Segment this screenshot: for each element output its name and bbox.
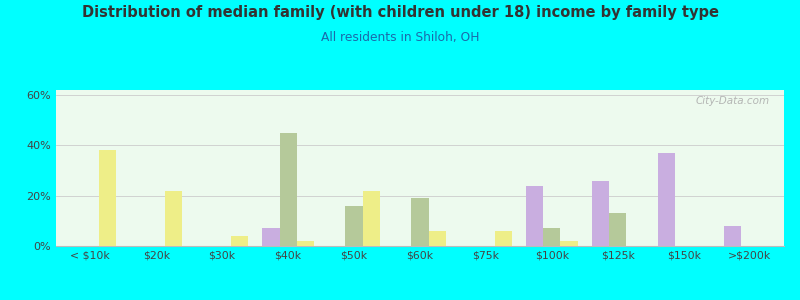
- Text: Distribution of median family (with children under 18) income by family type: Distribution of median family (with chil…: [82, 4, 718, 20]
- Bar: [494, 231, 512, 246]
- Bar: [610, 213, 626, 246]
- Bar: [658, 153, 675, 246]
- Bar: [230, 236, 248, 246]
- Bar: [262, 228, 279, 246]
- Bar: [346, 206, 362, 246]
- Bar: [561, 241, 578, 246]
- Bar: [526, 186, 543, 246]
- Bar: [592, 181, 610, 246]
- Text: City-Data.com: City-Data.com: [695, 96, 770, 106]
- Bar: [724, 226, 741, 246]
- Bar: [543, 228, 561, 246]
- Legend: Married couple, Male, no wife, Female, no husband: Married couple, Male, no wife, Female, n…: [218, 296, 622, 300]
- Bar: [297, 241, 314, 246]
- Bar: [99, 150, 116, 246]
- Bar: [429, 231, 446, 246]
- Bar: [165, 190, 182, 246]
- Bar: [279, 133, 297, 246]
- Bar: [411, 198, 429, 246]
- Text: All residents in Shiloh, OH: All residents in Shiloh, OH: [321, 32, 479, 44]
- Bar: [362, 190, 380, 246]
